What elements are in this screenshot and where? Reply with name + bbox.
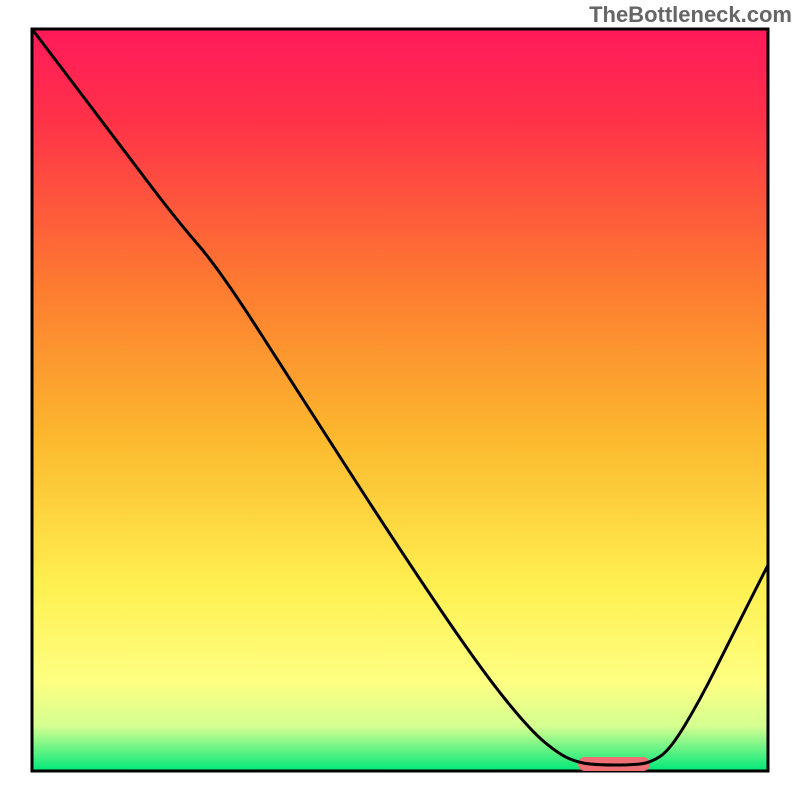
plot-background bbox=[32, 29, 768, 771]
chart-svg bbox=[0, 0, 800, 800]
watermark-text: TheBottleneck.com bbox=[589, 2, 792, 28]
chart-container: TheBottleneck.com bbox=[0, 0, 800, 800]
